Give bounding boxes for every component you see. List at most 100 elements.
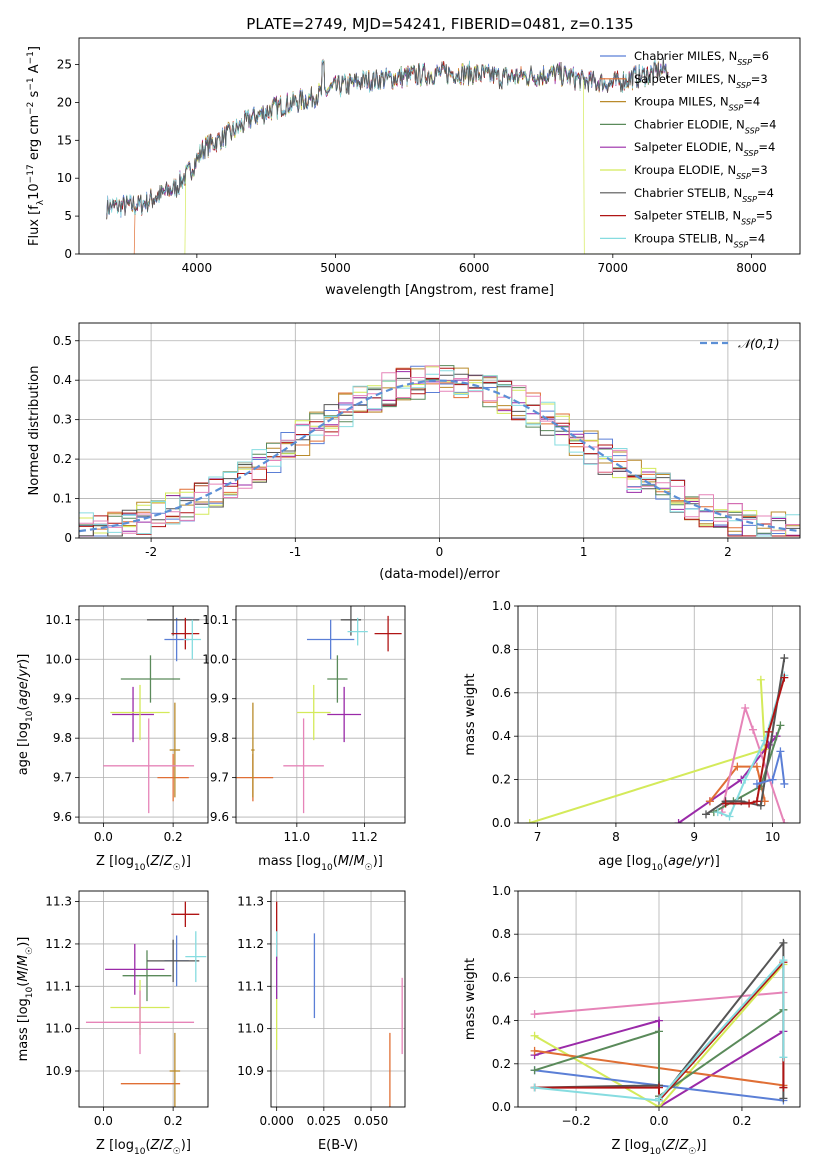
weight-marker bbox=[780, 673, 789, 682]
legend-part: Chabrier MILES, N bbox=[634, 49, 737, 63]
label-part: M bbox=[338, 854, 349, 869]
weight-marker bbox=[776, 721, 785, 730]
weight-marker bbox=[741, 703, 750, 712]
label-part: Z bbox=[150, 854, 161, 869]
label-part: ( bbox=[663, 854, 668, 869]
plot-area bbox=[530, 938, 788, 1107]
errorbar-point bbox=[103, 718, 195, 814]
label-part: ☉ bbox=[173, 863, 181, 873]
x-tick-label: 8000 bbox=[736, 261, 767, 275]
weight-marker bbox=[725, 812, 734, 821]
label-part: 10 bbox=[649, 1147, 661, 1157]
label-part: 10 bbox=[134, 863, 146, 873]
x-axis-label: Z [log10(Z/Z☉)] bbox=[96, 1138, 191, 1157]
x-axis-label: E(B-V) bbox=[318, 1138, 358, 1153]
legend-entry: Chabrier ELODIE, NSSP=4 bbox=[634, 117, 776, 135]
weight-marker bbox=[780, 779, 789, 788]
label-part: ☉ bbox=[365, 863, 373, 873]
label-part: age [log bbox=[16, 722, 31, 775]
y-axis-label: mass [log10(M/M☉)] bbox=[16, 937, 35, 1062]
weight-marker bbox=[779, 1083, 788, 1092]
legend-part: SSP bbox=[736, 172, 751, 181]
label-part: Z [log bbox=[612, 1138, 650, 1153]
label-part: ☉ bbox=[688, 1147, 696, 1157]
y-tick-label: 10.0 bbox=[202, 652, 229, 666]
x-tick-label: 0.0 bbox=[94, 830, 113, 844]
label-part: 10 bbox=[321, 863, 333, 873]
label-part: / bbox=[16, 676, 31, 681]
y-tick-label: 11.0 bbox=[45, 1022, 72, 1036]
label-part: )] bbox=[16, 937, 31, 947]
weight-marker bbox=[674, 819, 683, 823]
y-tick-label: 11.2 bbox=[237, 937, 264, 951]
label-part: ☉ bbox=[173, 1147, 181, 1157]
legend-part: =6 bbox=[752, 49, 769, 63]
plot-area bbox=[85, 901, 207, 1107]
weight-marker bbox=[530, 1010, 539, 1019]
legend-part: =3 bbox=[751, 72, 768, 86]
legend-part: =4 bbox=[743, 95, 760, 109]
plot-area bbox=[103, 606, 202, 814]
weight-marker bbox=[655, 1016, 663, 1025]
errorbar-point bbox=[146, 939, 200, 983]
weight-marker bbox=[721, 799, 730, 808]
label-part: mass [log bbox=[258, 854, 321, 869]
label-part: / bbox=[349, 854, 354, 869]
label-part: Z bbox=[150, 1138, 161, 1153]
label-part: ( bbox=[333, 854, 338, 869]
label-part: 10 bbox=[27, 183, 42, 200]
label-part: age bbox=[668, 854, 692, 869]
x-tick-label: −0.2 bbox=[561, 1114, 590, 1128]
errorbar-point bbox=[296, 684, 331, 741]
y-tick-label: 11.3 bbox=[237, 895, 264, 909]
weight-marker bbox=[655, 1027, 663, 1036]
y-tick-label: 9.9 bbox=[210, 692, 229, 706]
axes-frame bbox=[78, 605, 209, 824]
x-tick-label: 0.050 bbox=[354, 1114, 388, 1128]
label-part: )] bbox=[710, 854, 720, 869]
axes-frame bbox=[270, 890, 406, 1108]
axes-frame bbox=[78, 890, 209, 1108]
legend-part: SSP bbox=[734, 240, 749, 249]
errorbar-point bbox=[112, 686, 154, 743]
label-part: / bbox=[16, 965, 31, 970]
x-axis-label: age [log10(age/yr)] bbox=[598, 854, 720, 873]
errorbar-point bbox=[183, 619, 202, 660]
weight-line-pink bbox=[720, 704, 786, 823]
legend-part: Salpeter ELODIE, N bbox=[634, 140, 744, 154]
x-tick-label: 1 bbox=[580, 545, 588, 559]
label-part: yr bbox=[16, 662, 31, 678]
label-part: λ bbox=[36, 199, 46, 205]
mass-vs-ebv-panel: 0.000 0.025 0.050 10.9 11.0 11.1 11.2 11.3 E(B-V… bbox=[237, 890, 406, 1153]
x-axis-label: Z [log10(Z/Z☉)] bbox=[96, 854, 191, 873]
y-tick-label: 10.1 bbox=[202, 613, 229, 627]
y-tick-label: 11.1 bbox=[237, 979, 264, 993]
errorbar-point bbox=[157, 753, 189, 802]
weight-marker bbox=[776, 747, 785, 756]
weight-marker bbox=[745, 799, 754, 808]
legend-part: SSP bbox=[741, 217, 756, 226]
figure-title: PLATE=2749, MJD=54241, FIBERID=0481, z=0… bbox=[246, 15, 633, 33]
label-part: ( bbox=[16, 982, 31, 987]
y-axis-label: mass weight bbox=[463, 673, 478, 755]
label-part: / bbox=[675, 1138, 680, 1153]
legend-part: =3 bbox=[751, 163, 768, 177]
y-tick-label: 0 bbox=[64, 531, 72, 545]
y-axis-label: Flux [fλ10−17 erg cm−2 s−1 A−1] bbox=[26, 46, 46, 246]
x-axis-label: Z [log10(Z/Z☉)] bbox=[612, 1138, 707, 1157]
label-part: A bbox=[27, 64, 42, 77]
errorbar-point bbox=[374, 615, 402, 652]
weight-marker bbox=[530, 1031, 539, 1040]
label-part: s bbox=[27, 90, 42, 101]
label-part: yr bbox=[696, 854, 712, 869]
x-tick-label: 11.2 bbox=[351, 830, 378, 844]
legend-entry: Kroupa ELODIE, NSSP=3 bbox=[634, 163, 768, 181]
weight-marker bbox=[525, 819, 534, 823]
weight-marker bbox=[756, 675, 765, 684]
weight-marker bbox=[752, 762, 761, 771]
label-part: / bbox=[692, 854, 697, 869]
label-part: )] bbox=[373, 854, 383, 869]
y-tick-label: 1.0 bbox=[492, 599, 511, 613]
weight-marker bbox=[780, 819, 789, 823]
errorbar-point bbox=[185, 931, 207, 983]
